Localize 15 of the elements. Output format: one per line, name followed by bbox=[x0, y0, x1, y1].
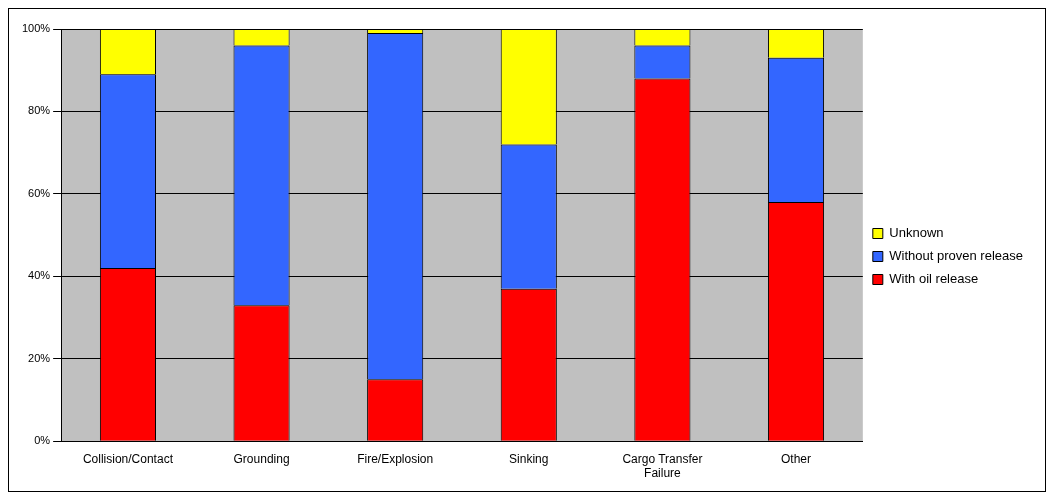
x-tick-label: Grounding bbox=[233, 451, 290, 466]
y-tick-label: 40% bbox=[28, 269, 51, 282]
y-tick-label: 0% bbox=[34, 434, 51, 447]
legend-label: With oil release bbox=[889, 271, 979, 287]
legend-label: Unknown bbox=[889, 225, 944, 241]
y-tick-label: 80% bbox=[28, 104, 51, 117]
x-tick-label: Sinking bbox=[509, 451, 549, 466]
y-tick-label: 60% bbox=[28, 186, 51, 199]
x-tick-label: Cargo Transfer Failure bbox=[622, 451, 703, 481]
y-tick-label: 20% bbox=[28, 351, 51, 364]
x-tick-label: Fire/Explosion bbox=[357, 451, 434, 466]
legend-label: Without proven release bbox=[889, 248, 1024, 264]
y-tick-label: 100% bbox=[21, 22, 51, 35]
x-tick-label: Collision/Contact bbox=[82, 451, 174, 466]
x-tick-label: Other bbox=[781, 451, 812, 466]
